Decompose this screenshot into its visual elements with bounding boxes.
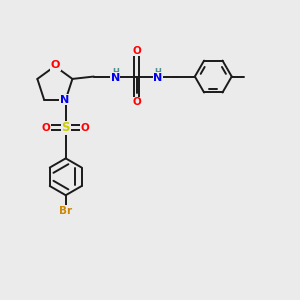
Text: H: H [112,68,119,76]
Text: O: O [132,98,141,107]
Text: O: O [42,123,50,133]
Text: O: O [132,46,141,56]
Text: H: H [154,68,161,76]
Text: N: N [60,94,69,104]
Text: O: O [51,60,60,70]
Text: O: O [81,123,90,133]
Text: N: N [153,73,163,83]
Text: Br: Br [59,206,72,216]
Text: S: S [61,121,70,134]
Text: N: N [111,73,120,83]
